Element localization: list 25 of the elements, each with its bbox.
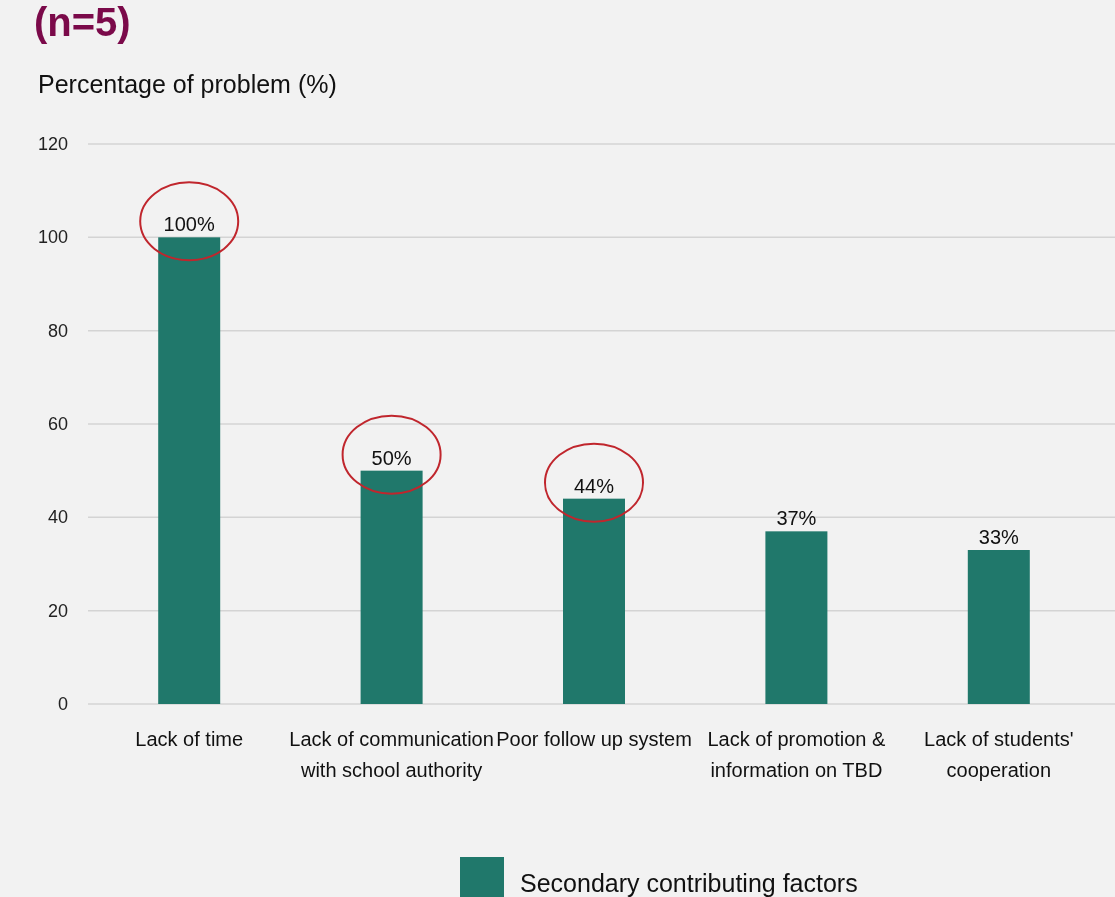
bar (158, 237, 221, 704)
y-tick-label: 60 (47, 414, 68, 434)
x-tick-label: Poor follow up system (496, 728, 692, 750)
bar (967, 550, 1030, 704)
x-tick-label: Lack of time (135, 728, 244, 750)
chart-title: (n=5) (34, 0, 131, 44)
y-tick-label: 80 (47, 320, 68, 341)
legend-label: Secondary contributing factors (520, 869, 858, 897)
data-label: 37% (776, 507, 817, 530)
y-tick-label: 0 (57, 694, 68, 714)
y-tick-label: 120 (37, 134, 68, 154)
data-label: 50% (371, 446, 412, 469)
data-label: 44% (573, 474, 615, 497)
data-label: 100% (163, 213, 215, 236)
bar (765, 531, 828, 704)
data-label: 33% (978, 526, 1020, 548)
bar (360, 470, 423, 704)
x-tick-label: Lack of communication with school authority (289, 728, 494, 781)
x-tick-label: Lack of promotion & information on TBD (707, 728, 886, 781)
bar (563, 498, 625, 704)
x-tick-label: Lack of students' cooperation (924, 728, 1074, 781)
y-tick-label: 20 (47, 600, 68, 621)
y-tick-label: 40 (47, 507, 68, 528)
y-axis-title: Percentage of problem (%) (38, 70, 337, 98)
y-tick-label: 100 (37, 227, 68, 248)
